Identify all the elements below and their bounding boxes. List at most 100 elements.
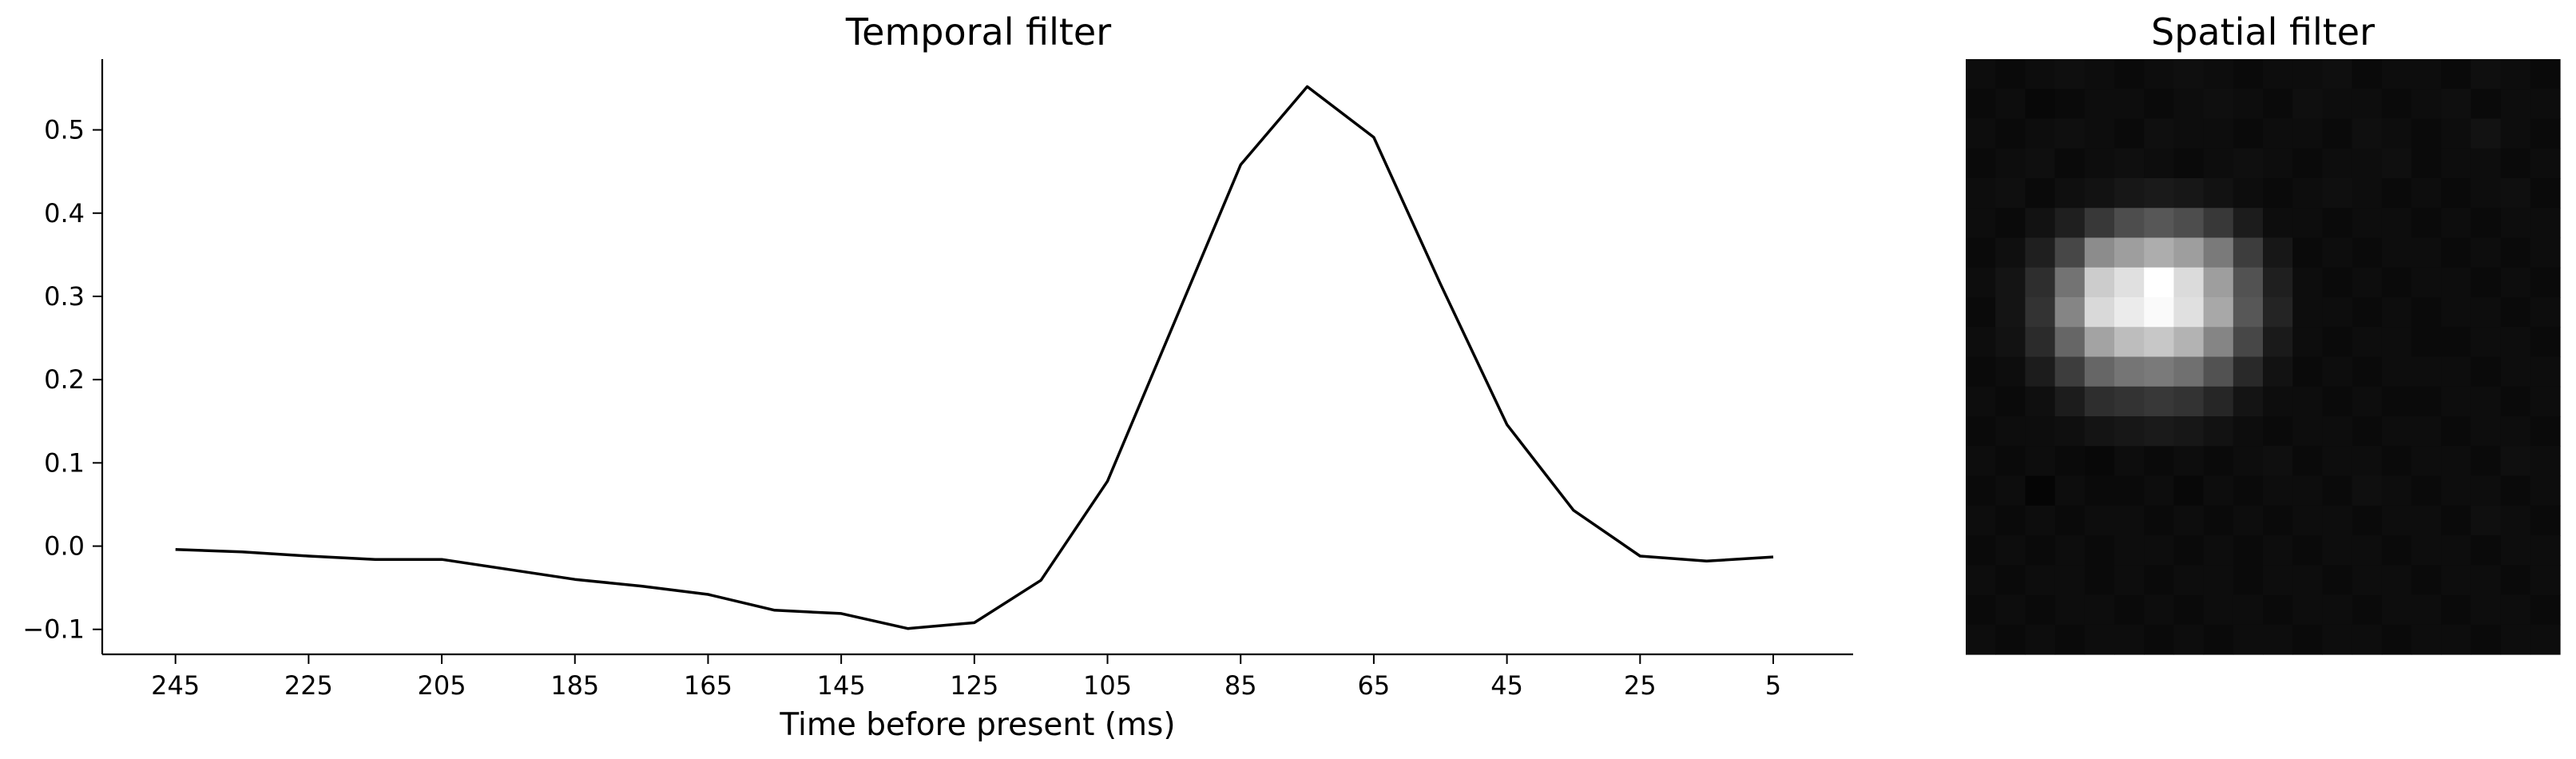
heatmap-cell	[2054, 237, 2086, 268]
heatmap-cell	[2233, 297, 2264, 328]
heatmap-cell	[2084, 89, 2115, 120]
heatmap-cell	[2381, 118, 2412, 149]
heatmap-cell	[2173, 356, 2205, 387]
heatmap-cell	[2263, 237, 2293, 268]
heatmap-cell	[2203, 386, 2234, 417]
heatmap-cell	[2233, 416, 2264, 447]
heatmap-cell	[2203, 446, 2234, 477]
heatmap-cell	[2471, 178, 2502, 209]
heatmap-cell	[2441, 535, 2471, 566]
heatmap-cell	[2114, 356, 2145, 387]
heatmap-cell	[2530, 505, 2561, 536]
x-tick-label: 165	[684, 670, 732, 701]
heatmap-cell	[2411, 297, 2442, 328]
heatmap-cell	[1966, 208, 1996, 239]
heatmap-cell	[2084, 535, 2115, 566]
heatmap-cell	[1995, 416, 2026, 447]
heatmap-cell	[2054, 59, 2086, 89]
heatmap-cell	[2054, 594, 2086, 626]
spatial-filter-title: Spatial filter	[2151, 10, 2375, 54]
heatmap-cell	[1966, 178, 1996, 209]
heatmap-cell	[2025, 59, 2056, 89]
temporal-filter-line	[175, 85, 1774, 630]
heatmap-cell	[2500, 505, 2531, 536]
heatmap-cell	[1966, 356, 1996, 387]
heatmap-cell	[2381, 89, 2412, 120]
heatmap-cell	[2500, 267, 2531, 298]
heatmap-cell	[2500, 594, 2531, 626]
heatmap-cell	[2322, 267, 2353, 298]
heatmap-cell	[1966, 59, 1996, 89]
heatmap-cell	[2411, 356, 2442, 387]
heatmap-cell	[2144, 594, 2174, 626]
heatmap-cell	[2411, 237, 2442, 268]
heatmap-cell	[1995, 237, 2026, 268]
heatmap-cell	[2411, 208, 2442, 239]
heatmap-cell	[2292, 59, 2323, 89]
heatmap-cell	[1995, 535, 2026, 566]
heatmap-cell	[2025, 327, 2056, 358]
heatmap-cell	[2173, 327, 2205, 358]
heatmap-cell	[2471, 624, 2502, 655]
heatmap-cell	[2530, 446, 2561, 477]
heatmap-cell	[2292, 386, 2323, 417]
heatmap-cell	[2203, 267, 2234, 298]
heatmap-cell	[2025, 118, 2056, 149]
heatmap-cell	[2114, 505, 2145, 536]
heatmap-cell	[2322, 327, 2353, 358]
heatmap-cell	[2203, 118, 2234, 149]
heatmap-cell	[2263, 505, 2293, 536]
heatmap-cell	[2352, 327, 2383, 358]
heatmap-cell	[2144, 118, 2174, 149]
heatmap-cell	[2203, 297, 2234, 328]
heatmap-cell	[1966, 535, 1996, 566]
heatmap-cell	[2500, 118, 2531, 149]
heatmap-cell	[2471, 59, 2502, 89]
heatmap-cell	[2084, 178, 2115, 209]
heatmap-cell	[2292, 475, 2323, 507]
heatmap-cell	[2500, 59, 2531, 89]
heatmap-cell	[2530, 118, 2561, 149]
x-tick-label: 125	[950, 670, 998, 701]
heatmap-cell	[2263, 446, 2293, 477]
heatmap-cell	[2054, 208, 2086, 239]
heatmap-cell	[2530, 267, 2561, 298]
heatmap-cell	[2441, 267, 2471, 298]
heatmap-cell	[1966, 118, 1996, 149]
heatmap-cell	[2471, 446, 2502, 477]
heatmap-cell	[2084, 446, 2115, 477]
heatmap-cell	[2084, 118, 2115, 149]
heatmap-cell	[2500, 89, 2531, 120]
heatmap-cell	[2471, 297, 2502, 328]
heatmap-cell	[2203, 148, 2234, 179]
heatmap-cell	[2530, 208, 2561, 239]
heatmap-cell	[2173, 118, 2205, 149]
heatmap-cell	[2530, 89, 2561, 120]
heatmap-cell	[1995, 475, 2026, 507]
heatmap-cell	[2084, 624, 2115, 655]
heatmap-cell	[2173, 535, 2205, 566]
heatmap-cell	[2025, 446, 2056, 477]
heatmap-cell	[2352, 356, 2383, 387]
heatmap-cell	[2084, 327, 2115, 358]
heatmap-cell	[2144, 237, 2174, 268]
heatmap-cell	[2352, 178, 2383, 209]
heatmap-cell	[2203, 89, 2234, 120]
heatmap-cell	[2114, 148, 2145, 179]
heatmap-cell	[2352, 624, 2383, 655]
heatmap-cell	[2263, 594, 2293, 626]
heatmap-cell	[2530, 148, 2561, 179]
heatmap-cell	[2203, 59, 2234, 89]
heatmap-cell	[2233, 118, 2264, 149]
heatmap-cell	[2411, 416, 2442, 447]
heatmap-cell	[2144, 327, 2174, 358]
heatmap-cell	[2084, 237, 2115, 268]
heatmap-cell	[2530, 59, 2561, 89]
heatmap-cell	[1966, 565, 1996, 596]
heatmap-cell	[2500, 386, 2531, 417]
heatmap-cell	[2054, 475, 2086, 507]
heatmap-cell	[2500, 178, 2531, 209]
heatmap-cell	[2144, 624, 2174, 655]
heatmap-cell	[2352, 59, 2383, 89]
